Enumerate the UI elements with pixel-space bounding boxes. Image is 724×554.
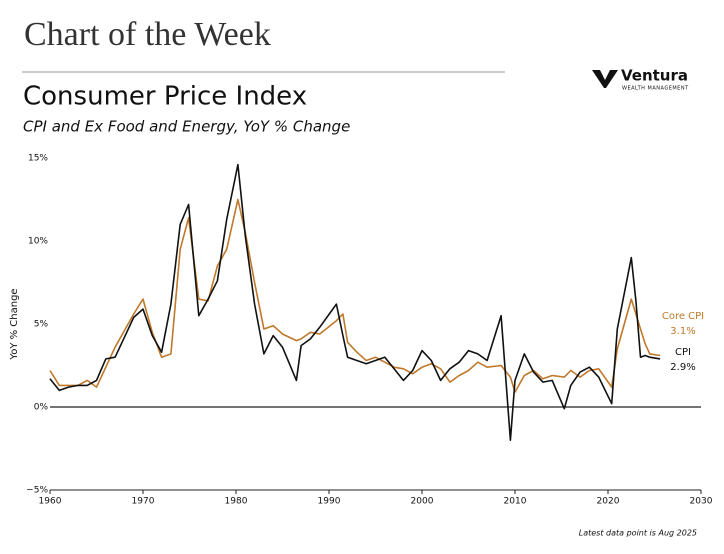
footnote: Latest data point is Aug 2025 [579,529,697,538]
x-tick-label: 2000 [411,497,434,507]
y-tick-label: 0% [34,403,49,413]
y-tick-label: −5% [26,486,48,496]
series-line [49,198,661,393]
logo-mark [592,70,618,88]
legend-label: Core CPI [662,311,704,322]
chart-subtitle: CPI and Ex Food and Energy, YoY % Change [23,118,350,136]
legend-label: CPI [675,347,691,358]
end-value-label: 2.9% [670,362,695,373]
x-tick-label: 2020 [597,497,620,507]
y-tick-label: 15% [28,154,48,164]
y-tick-label: 5% [34,320,49,330]
brand-sub: WEALTH MANAGEMENT [622,86,689,92]
y-axis-label: YoY % Change [9,288,20,360]
x-tick-label: 2010 [504,497,527,507]
x-tick-label: 1990 [318,497,341,507]
x-tick-label: 1960 [39,497,62,507]
series-line [49,163,661,441]
y-tick-label: 10% [28,237,48,247]
x-tick-label: 1980 [225,497,248,507]
brand: Ventura [621,67,688,85]
x-tick-label: 2030 [690,497,713,507]
chart-title: Consumer Price Index [23,82,307,112]
page-title: Chart of the Week [24,16,271,53]
end-value-label: 3.1% [670,326,695,337]
x-tick-label: 1970 [132,497,155,507]
